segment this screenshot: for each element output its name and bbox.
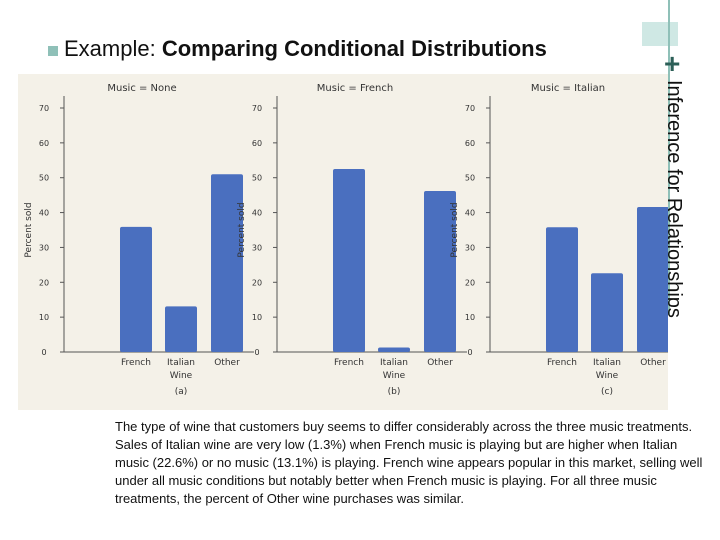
- bar-french: [120, 226, 152, 352]
- title-rest: Comparing Conditional Distributions: [161, 36, 547, 61]
- y-tick-label: 50: [39, 174, 49, 183]
- title-bullet: [48, 46, 58, 56]
- x-tick-label: Italian: [167, 358, 195, 368]
- x-tick-label: French: [547, 358, 577, 368]
- y-tick-label: 10: [465, 313, 475, 322]
- y-tick-label: 70: [252, 104, 262, 113]
- slide-title: Example: Comparing Conditional Distribut…: [64, 36, 547, 62]
- y-axis-label: Percent sold: [24, 202, 34, 257]
- x-axis-label: Wine: [596, 371, 619, 381]
- y-tick-label: 60: [252, 139, 262, 148]
- y-tick-label: 50: [465, 174, 475, 183]
- y-tick-label: 0: [254, 348, 259, 357]
- plus-icon: +: [664, 48, 681, 79]
- y-tick-label: 40: [39, 209, 49, 218]
- bar-italian: [165, 306, 197, 352]
- y-tick-label: 10: [39, 313, 49, 322]
- y-axis-label: Percent sold: [237, 202, 247, 257]
- panel-label: (c): [601, 387, 613, 397]
- x-tick-label: Other: [640, 358, 666, 368]
- y-tick-label: 60: [39, 139, 49, 148]
- bar-other: [637, 206, 668, 352]
- panel-label: (a): [175, 387, 188, 397]
- y-tick-label: 30: [465, 243, 475, 252]
- y-tick-label: 50: [252, 174, 262, 183]
- bar-french: [546, 227, 578, 352]
- y-tick-label: 20: [39, 278, 49, 287]
- x-axis-label: Wine: [383, 371, 406, 381]
- side-accent-bar: [668, 0, 670, 315]
- y-tick-label: 30: [39, 243, 49, 252]
- panel-label: (b): [388, 387, 401, 397]
- chart-title: Music = Italian: [531, 83, 605, 94]
- bar-other: [211, 174, 243, 352]
- corner-accent: [642, 22, 678, 46]
- x-tick-label: French: [334, 358, 364, 368]
- y-tick-label: 0: [41, 348, 46, 357]
- bar-italian: [591, 273, 623, 352]
- y-tick-label: 70: [465, 104, 475, 113]
- y-axis-label: Percent sold: [450, 202, 460, 257]
- x-axis-label: Wine: [170, 371, 193, 381]
- y-tick-label: 40: [465, 209, 475, 218]
- y-tick-label: 0: [467, 348, 472, 357]
- y-tick-label: 60: [465, 139, 475, 148]
- y-tick-label: 30: [252, 243, 262, 252]
- x-tick-label: Other: [214, 358, 240, 368]
- side-section-label: Inference for Relationships: [663, 80, 685, 318]
- y-tick-label: 20: [465, 278, 475, 287]
- bar-french: [333, 169, 365, 352]
- y-tick-label: 10: [252, 313, 262, 322]
- charts-panel: Music = None 0 10 20 30 40 50 60 70 Percent sold F…: [18, 74, 668, 410]
- y-tick-label: 20: [252, 278, 262, 287]
- title-lead: Example:: [64, 36, 156, 61]
- chart-title: Music = None: [107, 83, 176, 94]
- chart-title: Music = French: [317, 83, 393, 94]
- y-tick-label: 70: [39, 104, 49, 113]
- x-tick-label: Other: [427, 358, 453, 368]
- x-tick-label: Italian: [380, 358, 408, 368]
- x-tick-label: French: [121, 358, 151, 368]
- x-tick-label: Italian: [593, 358, 621, 368]
- bar-other: [424, 190, 456, 352]
- bar-charts: Music = None 0 10 20 30 40 50 60 70 Percent sold F…: [24, 83, 668, 397]
- description-text: The type of wine that customers buy seem…: [115, 419, 703, 506]
- y-tick-label: 40: [252, 209, 262, 218]
- bar-italian: [378, 347, 410, 352]
